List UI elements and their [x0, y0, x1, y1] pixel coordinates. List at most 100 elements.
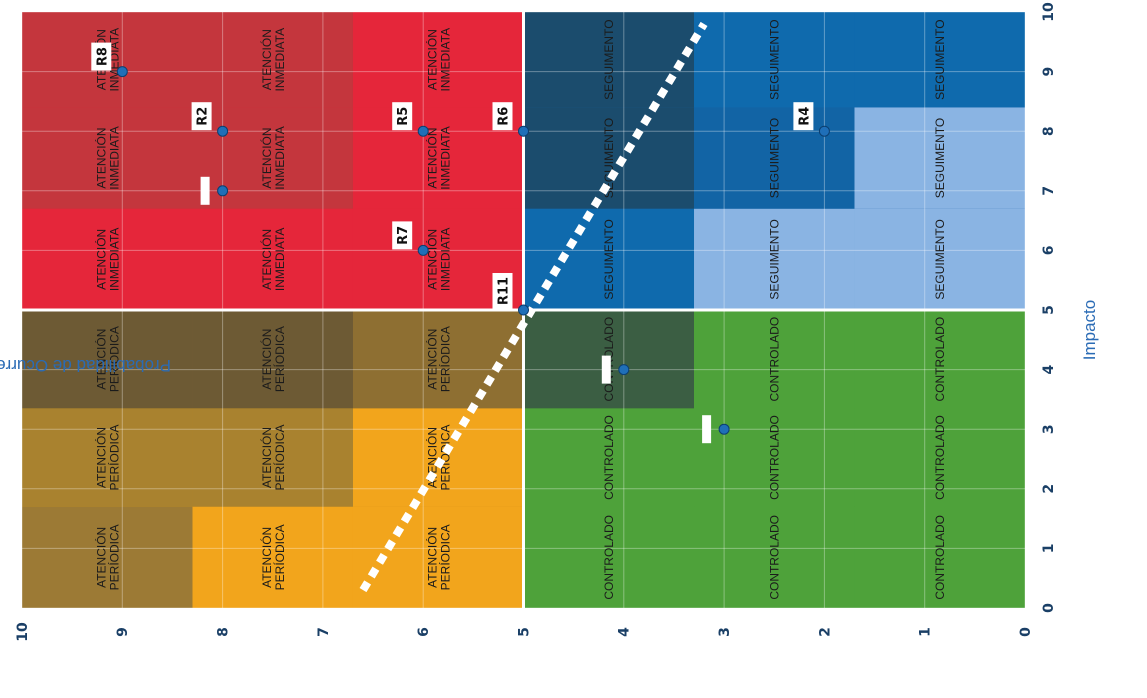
- matrix-cell: [694, 12, 855, 108]
- risk-label-bg: [191, 102, 212, 131]
- cell-labels: ATENCIÓNPERÍODICA ATENCIÓNPERÍODICA ATENCI…: [93, 19, 946, 599]
- risk-point-marker: [417, 244, 429, 256]
- x-tick-label: 6: [1041, 246, 1057, 256]
- y-tick-label: 7: [316, 627, 332, 637]
- y-tick-label: 6: [416, 627, 432, 637]
- matrix-cell: [694, 107, 855, 209]
- cell-label: ATENCIÓNPERÍODICA: [93, 326, 121, 392]
- matrix-cell: [22, 310, 193, 409]
- risk-point-marker: [417, 125, 429, 137]
- y-tick-label: 10: [15, 622, 31, 642]
- cell-label: CONTROLADO: [602, 415, 616, 500]
- x-tick-label: 9: [1041, 67, 1057, 77]
- risk-label-bg: [91, 42, 112, 71]
- x-tick-label: 3: [1041, 424, 1057, 434]
- matrix-cell: [694, 208, 855, 310]
- y-tick-label: 0: [1018, 627, 1034, 637]
- matrix-cell: [192, 506, 353, 608]
- cell-label: ATENCIÓNPERÍODICA: [259, 425, 287, 491]
- cell-label: SEGUIMENTO: [767, 118, 781, 198]
- trend-line: [359, 21, 708, 593]
- cell-label: CONTROLADO: [933, 515, 947, 600]
- unlabeled-marker-tag: [702, 415, 712, 444]
- x-tick-label: 7: [1041, 186, 1057, 196]
- risk-point-marker: [718, 423, 730, 435]
- matrix-cell: [22, 408, 193, 507]
- risk-point-label-box: R4: [793, 102, 814, 131]
- cell-label: ATENCIÓNPERÍODICA: [424, 326, 452, 392]
- risk-label-bg: [392, 102, 413, 131]
- cell-label: ATENCIÓNPERÍODICA: [259, 524, 287, 590]
- x-axis-title: Impacto: [1080, 300, 1099, 360]
- cell-label: CONTROLADO: [767, 515, 781, 600]
- risk-point-marker: [217, 185, 229, 197]
- risk-point-marker: [518, 125, 529, 137]
- risk-point-label: R4: [797, 107, 812, 126]
- matrix-cell: [523, 506, 695, 608]
- risk-points: R8 R2 R5 R6 R7 R11 R4: [91, 42, 830, 444]
- risk-point-label-box: R5: [392, 102, 413, 131]
- risk-point-label: R5: [396, 107, 411, 126]
- cell-label: CONTROLADO: [933, 317, 947, 402]
- x-tick-label: 8: [1041, 126, 1057, 136]
- risk-label-bg: [793, 102, 814, 131]
- matrix-cell: [523, 408, 695, 507]
- cell-label: SEGUIMENTO: [767, 219, 781, 299]
- risk-point-marker: [116, 66, 128, 78]
- cell-label: ATENCIÓNINMEDIATA: [93, 126, 121, 190]
- matrix-cells: [22, 12, 1025, 608]
- matrix-cell: [22, 208, 193, 310]
- risk-point-label-box: R8: [91, 42, 112, 71]
- risk-point-label: R8: [95, 47, 110, 66]
- cell-label: ATENCIÓNPERÍODICA: [93, 524, 121, 590]
- cell-label: ATENCIÓNPERÍODICA: [259, 326, 287, 392]
- cell-label: ATENCIÓNINMEDIATA: [259, 28, 287, 92]
- y-tick-label: 8: [216, 627, 232, 637]
- matrix-cell: [854, 310, 1025, 409]
- cell-label: SEGUIMENTO: [933, 118, 947, 198]
- cell-label: ATENCIÓNINMEDIATA: [259, 126, 287, 190]
- matrix-cell: [523, 107, 695, 209]
- cell-label: SEGUIMENTO: [933, 219, 947, 299]
- cell-label: ATENCIÓNINMEDIATA: [424, 228, 452, 292]
- x-tick-label: 2: [1041, 484, 1057, 494]
- matrix-cell: [694, 310, 855, 409]
- matrix-cell: [192, 310, 353, 409]
- risk-point-label-box: R6: [492, 102, 513, 131]
- cell-label: SEGUIMENTO: [602, 219, 616, 299]
- y-axis-ticks: 0 1 2 3 4 5 6 7 8 9 10: [15, 622, 1034, 642]
- cell-label: ATENCIÓNINMEDIATA: [424, 126, 452, 190]
- x-tick-label: 4: [1041, 364, 1057, 374]
- cell-label: CONTROLADO: [767, 415, 781, 500]
- x-tick-label: 0: [1041, 603, 1057, 613]
- cell-label: SEGUIMENTO: [933, 19, 947, 99]
- matrix-cell: [192, 208, 353, 310]
- risk-point-marker: [618, 364, 630, 376]
- matrix-cell: [22, 107, 193, 209]
- matrix-cell: [694, 408, 855, 507]
- risk-point-label: R2: [196, 107, 211, 126]
- cell-label: ATENCIÓNINMEDIATA: [93, 228, 121, 292]
- cell-label: ATENCIÓNPERÍODICA: [424, 524, 452, 590]
- risk-point-marker: [518, 304, 529, 316]
- matrix-cell: [854, 107, 1025, 209]
- matrix-cell: [854, 12, 1025, 108]
- risk-point-marker: [818, 125, 830, 137]
- risk-point-label-box: R2: [191, 102, 212, 131]
- cell-label: ATENCIÓNINMEDIATA: [424, 28, 452, 92]
- x-tick-label: 1: [1041, 544, 1057, 554]
- risk-point-label: R6: [497, 107, 512, 126]
- risk-point-marker: [217, 125, 229, 137]
- y-tick-label: 9: [115, 627, 131, 637]
- risk-point-label: R11: [497, 277, 512, 305]
- risk-label-bg: [492, 273, 513, 309]
- matrix-cell: [192, 408, 353, 507]
- x-tick-label: 5: [1041, 305, 1057, 315]
- x-axis-ticks: 0 1 2 3 4 5 6 7 8 9 10: [1041, 2, 1057, 613]
- matrix-cell: [694, 506, 855, 608]
- matrix-cell: [352, 310, 524, 409]
- risk-label-bg: [492, 102, 513, 131]
- cell-label: ATENCIÓNPERÍODICA: [93, 425, 121, 491]
- risk-point-label: R7: [396, 226, 411, 245]
